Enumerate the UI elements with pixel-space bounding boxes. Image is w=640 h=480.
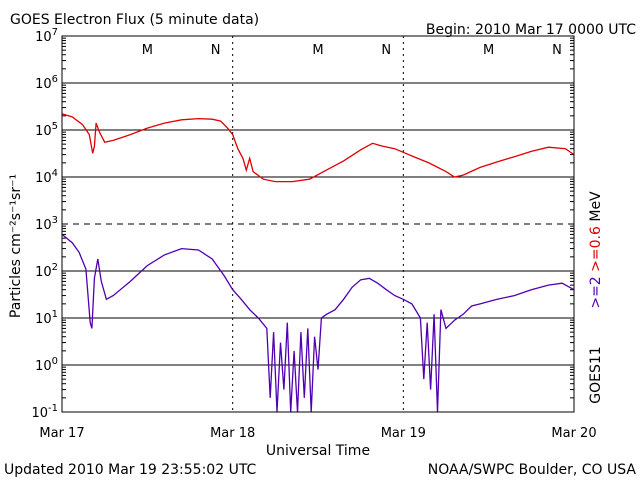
series-line-lower — [61, 233, 575, 413]
x-tick-label: Mar 18 — [210, 426, 255, 441]
y-tick-base: 10 — [35, 171, 52, 186]
series-line-upper — [61, 113, 575, 183]
y-tick-base: 10 — [35, 124, 52, 139]
x-axis-label: Universal Time — [266, 443, 370, 459]
marker-label: N — [552, 43, 562, 58]
y-tick-exponent: 2 — [52, 262, 58, 273]
chart-title: GOES Electron Flux (5 minute data) — [10, 12, 259, 28]
legend-unit: MeV — [588, 191, 604, 222]
y-tick-label: 103 — [35, 215, 58, 233]
y-tick-label: 105 — [35, 121, 58, 139]
marker-label: M — [483, 43, 494, 58]
y-tick-base: 10 — [35, 359, 52, 374]
legend-lower-energy: >=2 — [588, 276, 604, 308]
y-tick-base: 10 — [35, 265, 52, 280]
x-tick-label: Mar 17 — [39, 426, 84, 441]
y-axis-label: Particles cm⁻²s⁻¹sr⁻¹ — [8, 174, 24, 318]
credit-label: NOAA/SWPC Boulder, CO USA — [428, 462, 637, 478]
y-tick-exponent: 7 — [52, 27, 58, 38]
y-tick-base: 10 — [35, 218, 52, 233]
x-tick-label: Mar 19 — [381, 426, 426, 441]
y-tick-base: 10 — [31, 406, 48, 421]
y-tick-base: 10 — [35, 312, 52, 327]
y-tick-label: 106 — [35, 74, 58, 92]
y-tick-exponent: 5 — [52, 121, 58, 132]
begin-date-label: Begin: 2010 Mar 17 0000 UTC — [426, 22, 636, 38]
day-divider-ticks — [62, 36, 574, 412]
y-tick-exponent: 4 — [52, 168, 58, 179]
y-tick-label: 102 — [35, 262, 58, 280]
y-tick-base: 10 — [35, 77, 52, 92]
y-tick-label: 100 — [35, 356, 58, 374]
marker-label: N — [211, 43, 221, 58]
y-tick-label: 10-1 — [31, 403, 58, 421]
marker-label: M — [142, 43, 153, 58]
y-tick-label: 107 — [35, 27, 58, 45]
y-tick-exponent: 1 — [52, 309, 58, 320]
updated-timestamp: Updated 2010 Mar 19 23:55:02 UTC — [4, 462, 257, 478]
y-tick-exponent: -1 — [48, 403, 58, 414]
plot-frame — [61, 35, 575, 413]
y-tick-exponent: 6 — [52, 74, 58, 85]
legend-upper-energy: >=0.6 — [588, 226, 604, 272]
y-tick-exponent: 3 — [52, 215, 58, 226]
y-tick-label: 104 — [35, 168, 58, 186]
energy-legend: >=2 >=0.6 MeV — [588, 191, 604, 309]
y-tick-exponent: 0 — [52, 356, 58, 367]
x-axis-tick-labels: Mar 17 Mar 18 Mar 19 Mar 20 — [39, 426, 596, 441]
y-tick-label: 101 — [35, 309, 58, 327]
x-tick-label: Mar 20 — [551, 426, 596, 441]
marker-label: M — [312, 43, 323, 58]
marker-label: N — [381, 43, 391, 58]
satellite-label: GOES11 — [588, 346, 604, 403]
y-tick-base: 10 — [35, 30, 52, 45]
